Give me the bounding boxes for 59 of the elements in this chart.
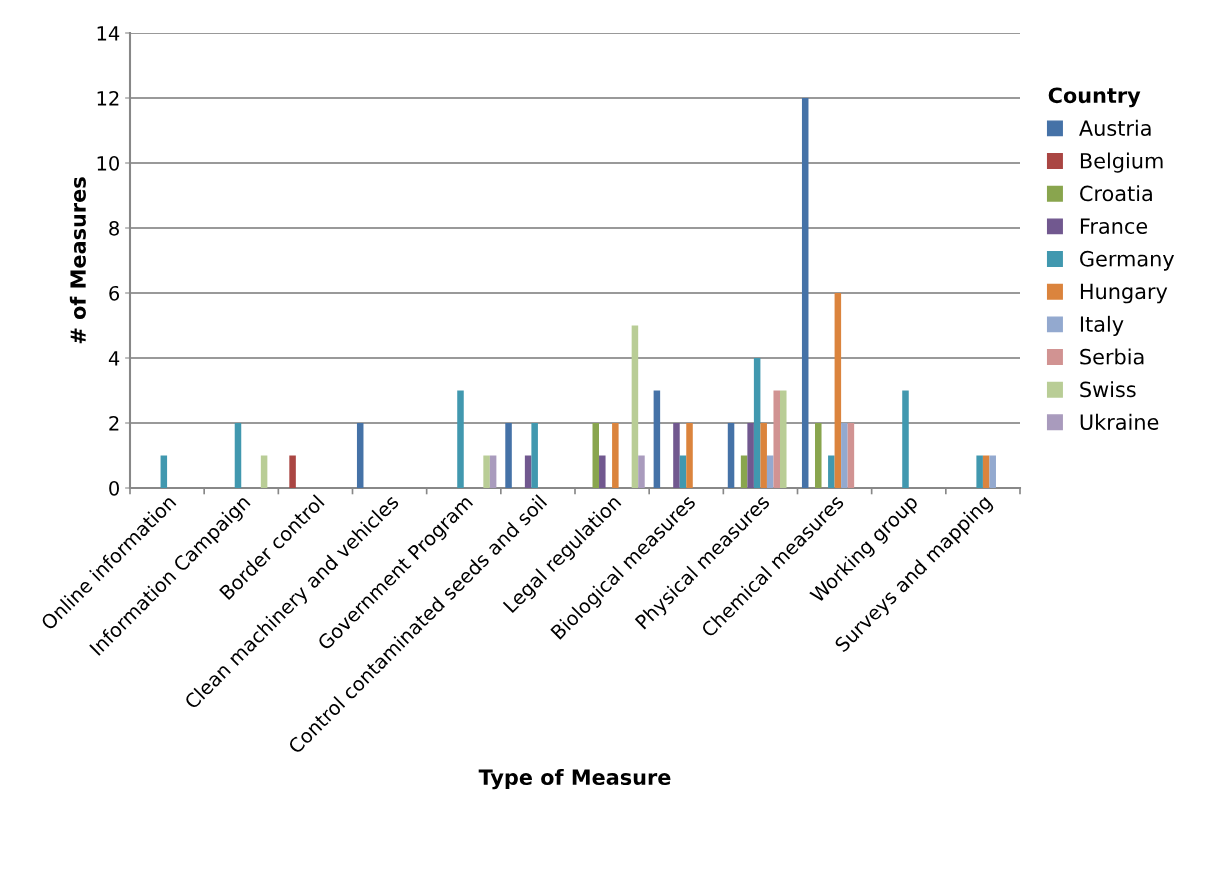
bar (976, 455, 983, 488)
y-tick-label: 8 (109, 220, 119, 236)
bar (773, 390, 780, 488)
bar (686, 423, 693, 488)
bar (801, 98, 809, 488)
x-axis-title: Type of Measure (478, 768, 671, 790)
bar (747, 423, 754, 488)
y-tick-label: 14 (97, 26, 120, 41)
bar (531, 423, 538, 488)
legend-label: Italy (1080, 315, 1124, 336)
bar (289, 455, 296, 488)
bar (592, 423, 600, 488)
legend-label: Hungary (1080, 283, 1168, 304)
bar (612, 423, 619, 488)
bar (841, 423, 848, 488)
bar (160, 455, 168, 488)
bar (638, 455, 645, 488)
bar (828, 455, 835, 488)
legend-label: Serbia (1080, 348, 1144, 365)
bar (760, 423, 767, 488)
y-tick-label: 4 (108, 351, 120, 366)
bar (679, 455, 687, 488)
y-tick-label: 6 (109, 285, 120, 301)
y-tick-label: 0 (109, 480, 119, 496)
y-tick-label: 2 (109, 415, 119, 431)
legend-title: Country (1048, 87, 1141, 108)
bar (489, 455, 497, 488)
legend-label: Germany (1080, 250, 1175, 271)
legend-label: Belgium (1080, 152, 1163, 173)
bar (740, 455, 748, 488)
bar (505, 423, 512, 488)
bar (673, 423, 680, 488)
bar (815, 423, 822, 488)
bar (989, 455, 996, 488)
bar (727, 423, 735, 488)
legend-label: Swiss (1080, 381, 1136, 398)
bar (982, 455, 990, 488)
legend-label: Ukraine (1080, 413, 1159, 430)
bar (483, 455, 490, 488)
bar (457, 390, 464, 488)
bar (260, 455, 268, 488)
bar (847, 423, 855, 488)
y-axis-title: # of Measures (69, 177, 86, 344)
legend-label: Croatia (1080, 185, 1152, 202)
bar (766, 455, 774, 488)
legend-label: France (1080, 218, 1148, 234)
legend-label: Austria (1079, 119, 1151, 136)
y-tick-label: 10 (97, 155, 119, 171)
bar (631, 325, 639, 488)
bar (356, 423, 364, 488)
bar (780, 390, 787, 488)
bar (599, 455, 606, 488)
bar (753, 358, 761, 488)
bar (653, 390, 661, 488)
bar (524, 455, 532, 488)
bar (834, 293, 842, 488)
bar (234, 423, 242, 488)
bar (902, 390, 909, 488)
y-tick-label: 12 (97, 90, 119, 106)
